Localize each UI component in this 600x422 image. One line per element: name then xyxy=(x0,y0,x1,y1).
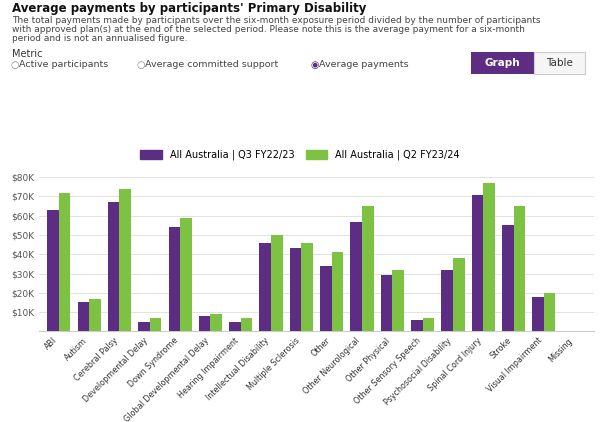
Text: Graph: Graph xyxy=(485,58,520,68)
Bar xyxy=(59,192,70,331)
Legend: All Australia | Q3 FY22/23, All Australia | Q2 FY23/24: All Australia | Q3 FY22/23, All Australi… xyxy=(140,150,460,160)
Bar xyxy=(271,235,283,331)
Bar xyxy=(211,314,222,331)
Bar xyxy=(442,270,453,331)
Bar xyxy=(77,303,89,331)
Text: Metric: Metric xyxy=(12,49,43,59)
Bar xyxy=(169,227,180,331)
Bar xyxy=(89,298,101,331)
Bar xyxy=(301,243,313,331)
Text: Average committed support: Average committed support xyxy=(145,60,278,69)
Bar xyxy=(422,318,434,331)
Bar xyxy=(180,218,191,331)
Bar xyxy=(320,266,332,331)
Bar xyxy=(502,225,514,331)
Text: with approved plan(s) at the end of the selected period. Please note this is the: with approved plan(s) at the end of the … xyxy=(12,25,525,34)
Bar xyxy=(259,243,271,331)
Bar xyxy=(108,202,119,331)
Bar xyxy=(362,206,374,331)
Bar xyxy=(119,189,131,331)
Text: Average payments: Average payments xyxy=(319,60,409,69)
Text: Average payments by participants' Primary Disability: Average payments by participants' Primar… xyxy=(12,2,367,15)
Text: ○: ○ xyxy=(11,60,19,70)
Bar xyxy=(241,318,252,331)
Bar xyxy=(350,222,362,331)
Text: period and is not an annualised figure.: period and is not an annualised figure. xyxy=(12,34,187,43)
Text: ○: ○ xyxy=(137,60,145,70)
Text: ◉: ◉ xyxy=(311,60,319,70)
Bar xyxy=(332,252,343,331)
Bar xyxy=(138,322,149,331)
Bar xyxy=(532,297,544,331)
Bar xyxy=(453,258,464,331)
Bar xyxy=(484,183,495,331)
Bar xyxy=(472,195,484,331)
Text: Active participants: Active participants xyxy=(19,60,109,69)
Bar xyxy=(149,318,161,331)
Bar xyxy=(514,206,525,331)
Bar xyxy=(290,249,301,331)
Bar xyxy=(199,316,211,331)
Bar xyxy=(47,210,59,331)
Bar xyxy=(392,270,404,331)
Text: Table: Table xyxy=(546,58,573,68)
Bar xyxy=(229,322,241,331)
Bar xyxy=(381,276,392,331)
Bar xyxy=(411,320,422,331)
Bar xyxy=(544,293,556,331)
Text: The total payments made by participants over the six-month exposure period divid: The total payments made by participants … xyxy=(12,16,541,24)
